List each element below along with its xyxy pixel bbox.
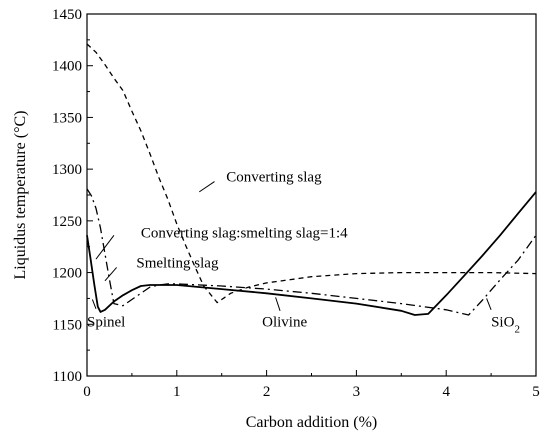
annotations: Converting slag Converting slag:smelting … — [87, 170, 520, 336]
series-line-2 — [86, 191, 537, 316]
annotation-sio2: SiO2 — [491, 314, 520, 335]
y-axis-label: Liquidus temperature (°C) — [12, 110, 29, 279]
x-tick-label: 2 — [263, 384, 271, 400]
y-tick-label: 1400 — [52, 59, 82, 75]
y-tick-label: 1250 — [52, 214, 82, 230]
x-tick-label: 3 — [353, 384, 361, 400]
y-tick-label: 1450 — [52, 7, 82, 23]
leader-line — [95, 235, 115, 260]
x-tick-label: 5 — [532, 384, 540, 400]
annotation-olivine: Olivine — [262, 314, 307, 330]
leader-line — [198, 181, 215, 193]
y-tick-label: 1150 — [53, 317, 82, 333]
annotation-mixed: Converting slag:smelting slag=1:4 — [141, 225, 348, 241]
tick-labels: 0 1 2 3 4 5 1100 1150 1200 1250 1300 1350 1400 1450 — [52, 7, 540, 400]
x-tick-label: 0 — [83, 384, 91, 400]
leader-line — [104, 267, 118, 282]
y-tick-label: 1350 — [52, 110, 82, 126]
leader-line — [91, 299, 97, 309]
axis-ticks — [86, 13, 537, 377]
annotation-smelting: Smelting slag — [136, 255, 219, 271]
x-tick-label: 4 — [442, 384, 450, 400]
annotation-leaders — [91, 181, 492, 311]
x-tick-label: 1 — [173, 384, 181, 400]
y-tick-label: 1300 — [52, 162, 82, 178]
x-axis-label: Carbon addition (%) — [246, 414, 378, 431]
series-lines — [86, 43, 537, 316]
annotation-converting: Converting slag — [226, 170, 322, 186]
annotation-spinel: Spinel — [87, 314, 125, 330]
series-line-1 — [86, 188, 537, 316]
y-tick-label: 1100 — [53, 369, 82, 385]
y-tick-label: 1200 — [52, 266, 82, 282]
plot-frame — [86, 13, 537, 377]
leader-line — [486, 298, 492, 310]
axes-box — [86, 13, 537, 377]
series-line-0 — [86, 43, 537, 304]
leader-line — [275, 297, 281, 311]
